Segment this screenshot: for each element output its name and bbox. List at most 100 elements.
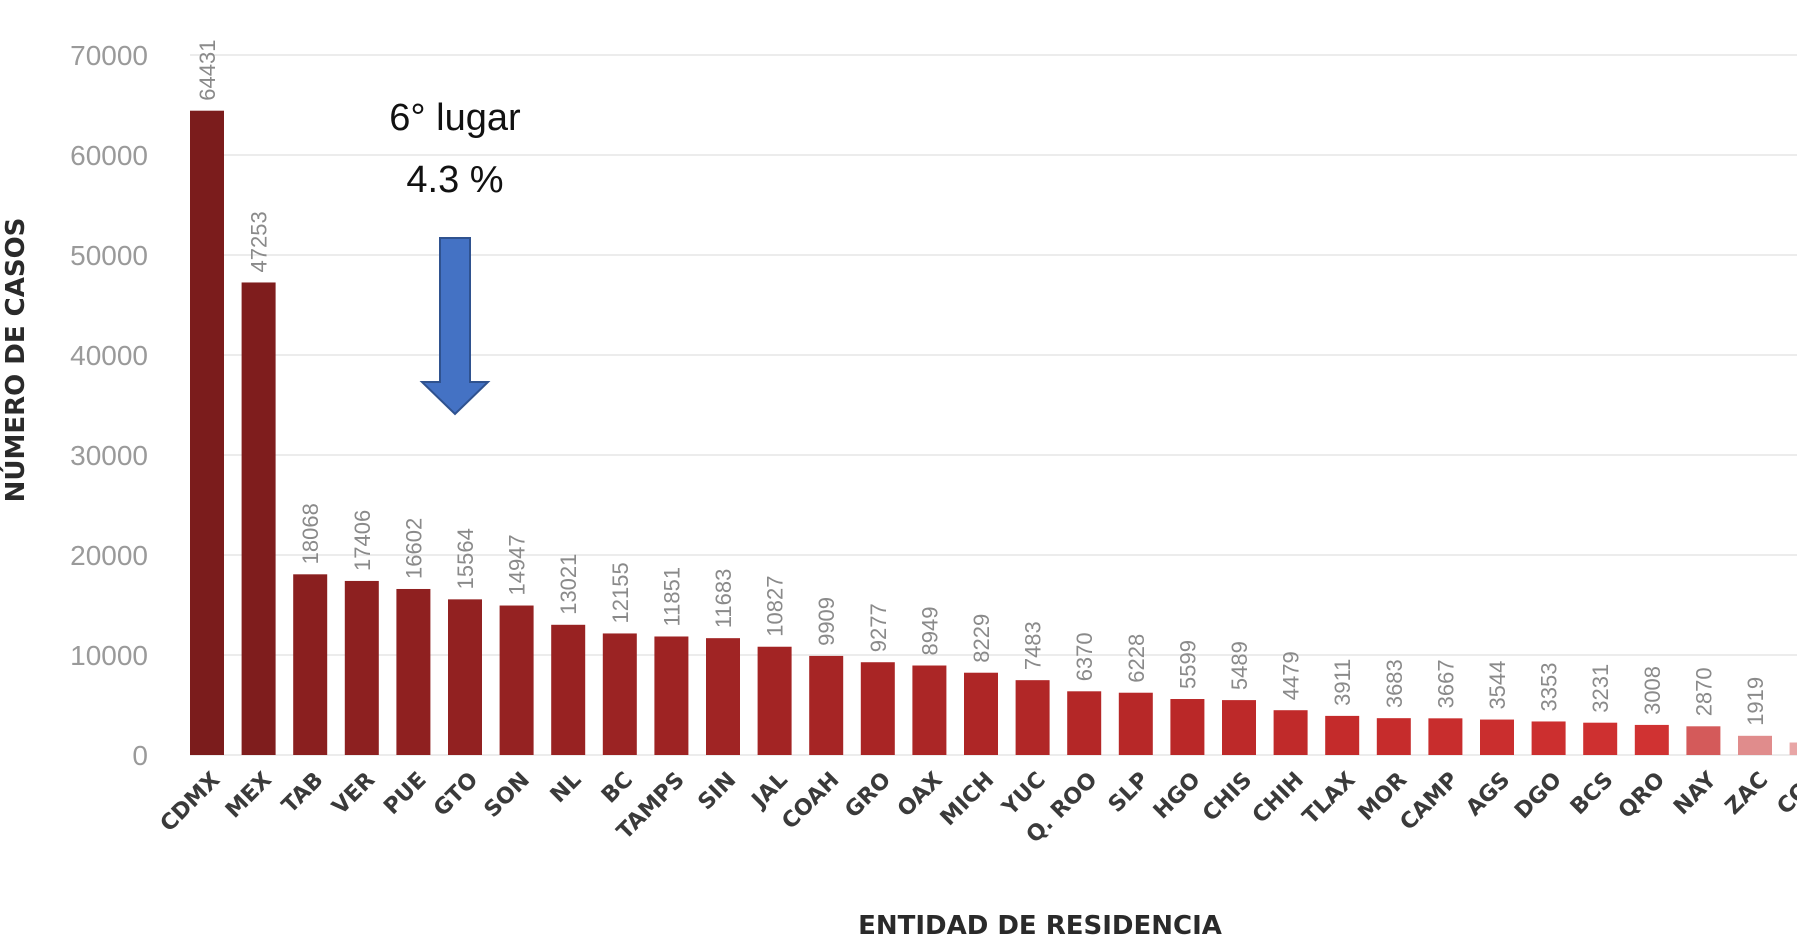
data-label: 16602	[401, 518, 426, 579]
bar	[396, 588, 431, 755]
down-arrow-icon	[419, 237, 491, 416]
bar	[1686, 726, 1721, 755]
bar	[706, 638, 740, 755]
data-label: 2870	[1691, 667, 1716, 716]
annotation: 6° lugar 4.3 %	[389, 97, 521, 416]
data-label: 3008	[1640, 666, 1665, 715]
x-tick-label: DGO	[1510, 768, 1567, 825]
data-label: 9909	[814, 597, 839, 646]
bar	[912, 665, 947, 755]
x-tick-label: BCS	[1566, 768, 1618, 820]
data-label: 9277	[866, 603, 891, 652]
x-tick-label: CDMX	[156, 768, 226, 838]
bar	[1428, 718, 1463, 755]
x-tick-label: GTO	[429, 768, 483, 822]
y-tick-label: 40000	[70, 340, 148, 371]
x-tick-label: MICH	[936, 768, 999, 831]
bar	[1325, 715, 1360, 755]
data-label: 10827	[763, 576, 788, 637]
bar	[654, 636, 689, 755]
x-tick-label: CHIS	[1198, 768, 1257, 827]
x-tick-label: CHIH	[1248, 768, 1309, 829]
data-label: 1919	[1743, 677, 1768, 726]
x-tick-label: PUE	[379, 768, 431, 820]
data-label: 4479	[1279, 651, 1304, 700]
bar	[1015, 680, 1050, 755]
y-tick-label: 0	[132, 740, 148, 771]
x-tick-label: GRO	[840, 768, 896, 824]
bar	[1531, 721, 1566, 755]
data-label: 11851	[659, 567, 684, 627]
data-label: 8949	[917, 607, 942, 656]
y-tick-label: 60000	[70, 140, 148, 171]
x-tick-label: TLAX	[1298, 768, 1360, 830]
bar	[964, 672, 998, 755]
data-label: 3231	[1588, 664, 1613, 713]
y-axis-ticks: 0 10000 20000 30000 40000 50000 60000 70000	[70, 40, 148, 771]
bar	[241, 282, 276, 755]
data-label: 13021	[556, 554, 581, 615]
data-label: 12155	[608, 562, 633, 623]
data-label: 8229	[969, 614, 994, 663]
x-tick-label: AGS	[1462, 768, 1516, 822]
bar	[190, 110, 224, 755]
bar	[860, 662, 895, 755]
bars	[190, 110, 1797, 755]
x-tick-label: TAB	[277, 768, 328, 819]
data-label: 11683	[711, 569, 736, 629]
bar	[1067, 691, 1102, 755]
x-tick-label: NL	[546, 768, 587, 809]
bar	[1634, 724, 1669, 755]
bar	[293, 574, 328, 755]
data-label: 5489	[1227, 641, 1252, 690]
x-tick-label: NAY	[1669, 767, 1722, 820]
data-label: 3544	[1485, 661, 1510, 710]
y-tick-label: 30000	[70, 440, 148, 471]
data-label: 3667	[1433, 659, 1458, 708]
x-tick-label: COAH	[777, 768, 844, 835]
annotation-rank: 6° lugar	[389, 97, 521, 139]
x-tick-label: SON	[480, 768, 535, 823]
data-label: 18068	[298, 503, 323, 564]
x-tick-label: ZAC	[1721, 768, 1773, 820]
bar	[1789, 742, 1797, 755]
data-label: 1249	[1795, 684, 1797, 733]
bar	[1480, 719, 1514, 755]
bar	[809, 655, 844, 755]
x-tick-label: SIN	[694, 768, 742, 816]
data-label: 6228	[1124, 634, 1149, 683]
y-tick-label: 70000	[70, 40, 148, 71]
data-label: 3911	[1330, 659, 1355, 706]
bar	[1273, 710, 1308, 755]
x-tick-label: MEX	[221, 768, 277, 824]
data-label: 6370	[1072, 632, 1097, 681]
bar	[1376, 718, 1411, 755]
x-tick-label: CAMP	[1396, 768, 1464, 836]
y-tick-label: 10000	[70, 640, 148, 671]
data-label: 3683	[1382, 659, 1407, 708]
data-label: 15564	[453, 528, 478, 589]
bar	[448, 599, 482, 755]
x-tick-label: BC	[597, 768, 638, 809]
bar	[551, 624, 586, 755]
data-label: 17406	[350, 510, 375, 571]
bar	[344, 580, 379, 755]
x-tick-label: HGO	[1149, 768, 1206, 825]
x-tick-label: COL	[1773, 768, 1797, 820]
x-axis-title: ENTIDAD DE RESIDENCIA	[858, 911, 1222, 941]
data-label: 7483	[1021, 621, 1046, 670]
bar	[1170, 699, 1205, 755]
x-tick-label: VER	[328, 768, 380, 820]
bar	[1583, 722, 1618, 755]
data-label: 3353	[1537, 663, 1562, 712]
bar	[602, 633, 637, 755]
x-tick-label: SLP	[1104, 768, 1154, 818]
bar	[757, 646, 792, 755]
x-tick-label: QRO	[1614, 768, 1670, 824]
bar	[499, 605, 534, 755]
data-label: 47253	[247, 211, 272, 272]
y-tick-label: 20000	[70, 540, 148, 571]
data-label: 14947	[505, 534, 530, 595]
